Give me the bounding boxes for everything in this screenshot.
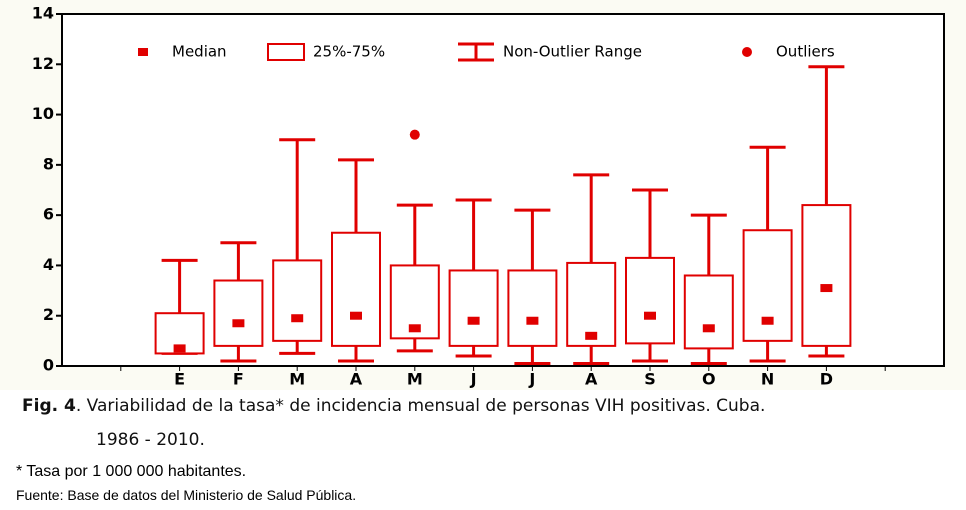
median [585,331,598,340]
outlier [409,129,420,140]
legend-label: Non-Outlier Range [503,43,642,61]
median [526,316,539,325]
x-tick-label: M [289,370,305,389]
caption-text: . Variabilidad de la tasa* de incidencia… [75,396,766,416]
box [801,204,852,347]
x-tick-label: E [174,370,185,389]
median [173,344,186,353]
box [448,269,499,347]
median [350,311,362,320]
y-tick-label: 8 [43,154,54,173]
legend-label: Median [172,43,227,61]
box [507,269,558,347]
x-tick-label: N [761,370,774,389]
caption: Fig. 4. Variabilidad de la tasa* de inci… [22,396,765,416]
footnote: * Tasa por 1 000 000 habitantes. [16,463,247,480]
footnote: Fuente: Base de datos del Ministerio de … [16,487,357,503]
median [820,284,833,293]
box [272,259,323,342]
median [408,324,421,333]
x-tick-label: J [470,370,477,389]
y-tick-label: 12 [32,54,54,73]
x-tick-label: D [820,370,833,389]
box [625,256,675,345]
median [232,319,245,328]
chart: 0 2 4 6 8 10 12 14 E F M A M J J A S O N D Median 25%-75% Non-… [0,0,966,390]
y-tick-label: 10 [32,104,54,123]
box [213,279,264,347]
median [467,316,480,325]
x-tick-label: M [407,370,423,389]
y-tick-label: 0 [43,356,54,375]
legend-box [267,43,305,61]
x-tick-label: A [585,370,598,389]
legend-label: Outliers [776,43,835,61]
caption-years: 1986 - 2010. [96,430,205,450]
x-tick-label: O [702,370,716,389]
legend-outlier [742,47,752,57]
caption-label: Fig. 4 [22,396,76,416]
median [291,314,304,323]
median [761,316,774,325]
legend-label: 25%-75% [313,43,385,61]
y-tick-label: 14 [32,4,54,23]
y-tick-label: 2 [43,305,54,324]
x-tick-label: J [528,370,535,389]
legend-median [138,48,148,56]
y-tick-label: 6 [43,205,54,224]
x-tick-label: F [233,370,244,389]
box [154,312,205,355]
x-tick-label: A [350,370,363,389]
x-tick-label: S [644,370,656,389]
box [331,231,381,347]
median [702,324,715,333]
box [683,274,734,350]
median [644,311,656,320]
y-tick-label: 4 [43,255,54,274]
plot-area [61,13,945,367]
